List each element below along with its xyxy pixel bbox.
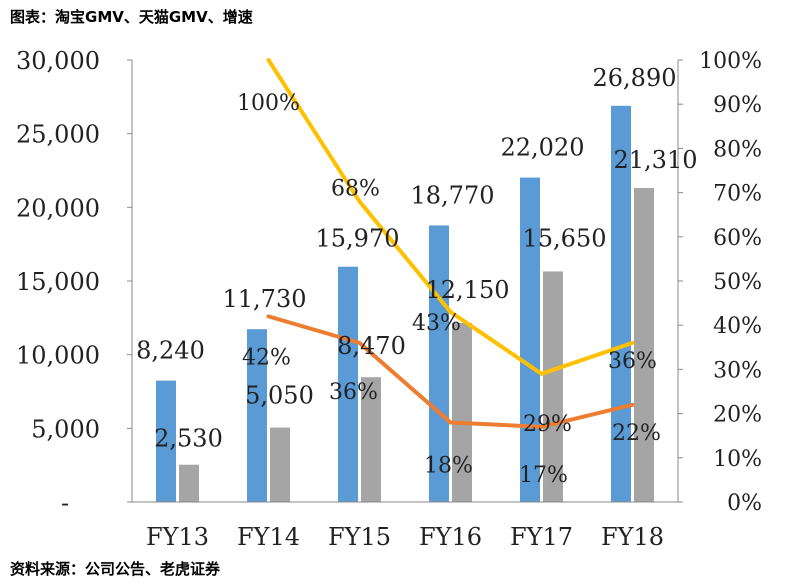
bar-s2-label: 5,050 [245,382,314,410]
right-tick-label: 0% [727,491,762,516]
bar-s1-label: 15,970 [316,225,400,253]
left-tick-label: 5,000 [31,415,100,443]
line-s2-label: 18% [424,453,473,478]
bar-s2-FY18 [634,188,654,503]
bar-s2-label: 8,470 [337,332,406,360]
bar-s2-FY16 [452,322,472,502]
bar-s2-label: 21,310 [614,146,698,174]
bar-s2-FY17 [543,271,563,502]
axes-layer: - 5,000 10,000 15,000 20,000 25,000 30,000 0% 10… [16,47,762,551]
bar-s2-FY14 [270,427,290,502]
bar-s1-FY17 [520,177,540,502]
chart-source: 资料来源：公司公告、老虎证券 [10,560,221,578]
bar-s2-label: 12,150 [426,276,510,304]
left-tick-label: 30,000 [16,47,100,75]
x-tick-label: FY14 [237,523,300,551]
line-s2-label: 36% [329,380,378,405]
left-tick-label: 20,000 [16,194,100,222]
right-tick-label: 40% [713,314,762,339]
line-s1-label: 100% [237,91,300,116]
right-tick-label: 10% [713,447,762,472]
right-tick-label: 100% [699,49,762,74]
x-tick-label: FY13 [146,523,209,551]
bar-s1-label: 26,890 [593,64,677,92]
x-tick-label: FY18 [601,523,664,551]
x-tick-label: FY16 [419,523,482,551]
lines-layer [266,58,635,429]
right-tick-label: 60% [713,226,762,251]
line-extra-label: 29% [523,412,572,437]
left-tick-label: - [61,489,69,517]
line-series-2 [266,314,635,429]
chart-title: 图表：淘宝GMV、天猫GMV、增速 [10,8,253,26]
line-s2-label: 17% [519,463,568,488]
right-tick-label: 20% [713,403,762,428]
right-tick-label: 30% [713,358,762,383]
bar-s1-FY18 [611,105,631,502]
bar-s2-label: 2,530 [154,425,223,453]
bar-s1-FY13 [156,380,176,502]
bar-s1-FY15 [338,266,358,502]
right-tick-label: 90% [713,93,762,118]
right-tick-label: 70% [713,182,762,207]
bar-s1-label: 22,020 [501,134,585,162]
bar-s1-FY14 [247,329,267,502]
bar-s1-label: 18,770 [411,181,495,209]
x-tick-label: FY15 [328,523,391,551]
line-s1-label: 68% [331,176,380,201]
line-s2-label: 22% [612,421,661,446]
bar-s1-label: 8,240 [136,337,205,365]
bar-s2-label: 15,650 [523,224,607,252]
bar-s1-label: 11,730 [223,285,307,313]
right-tick-label: 50% [713,270,762,295]
bar-s2-FY13 [179,464,199,502]
left-tick-label: 10,000 [16,342,100,370]
bar-s2-FY15 [361,377,381,502]
line-s1-label: 43% [412,311,461,336]
line-s2-label: 42% [242,345,291,370]
left-tick-label: 15,000 [16,268,100,296]
bars-layer [156,105,654,503]
line-series-1 [266,58,635,376]
line-s1-label: 36% [608,349,657,374]
x-tick-label: FY17 [510,523,573,551]
left-tick-label: 25,000 [16,121,100,149]
right-tick-label: 80% [713,137,762,162]
